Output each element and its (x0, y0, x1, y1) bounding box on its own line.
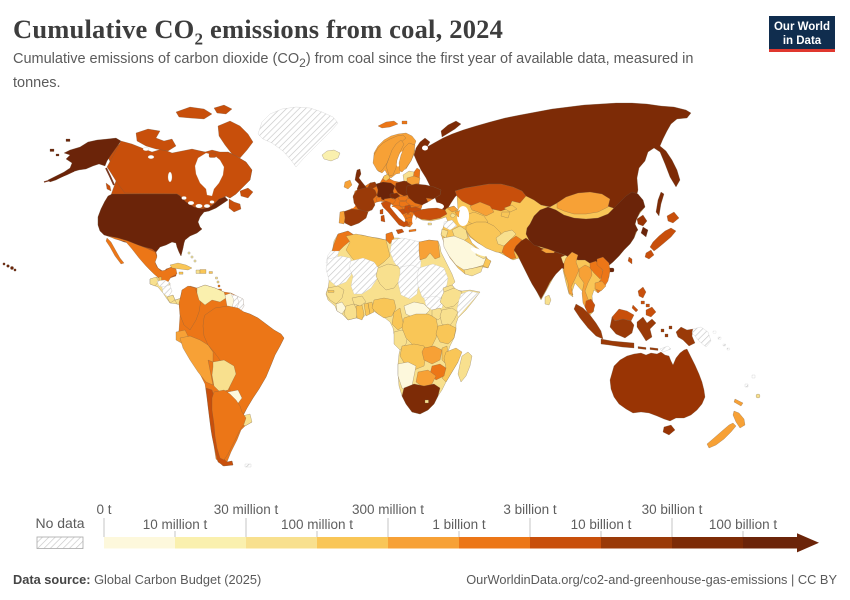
svg-text:100 billion t: 100 billion t (709, 517, 778, 532)
svg-text:300 million t: 300 million t (352, 502, 424, 517)
svg-text:30 million t: 30 million t (214, 502, 279, 517)
svg-text:3 billion t: 3 billion t (503, 502, 557, 517)
svg-text:10 billion t: 10 billion t (571, 517, 632, 532)
svg-text:30 billion t: 30 billion t (642, 502, 703, 517)
svg-text:No data: No data (35, 515, 84, 531)
svg-text:100 million t: 100 million t (281, 517, 353, 532)
svg-text:10 million t: 10 million t (143, 517, 208, 532)
svg-text:1 billion t: 1 billion t (432, 517, 486, 532)
svg-text:0 t: 0 t (96, 502, 111, 517)
